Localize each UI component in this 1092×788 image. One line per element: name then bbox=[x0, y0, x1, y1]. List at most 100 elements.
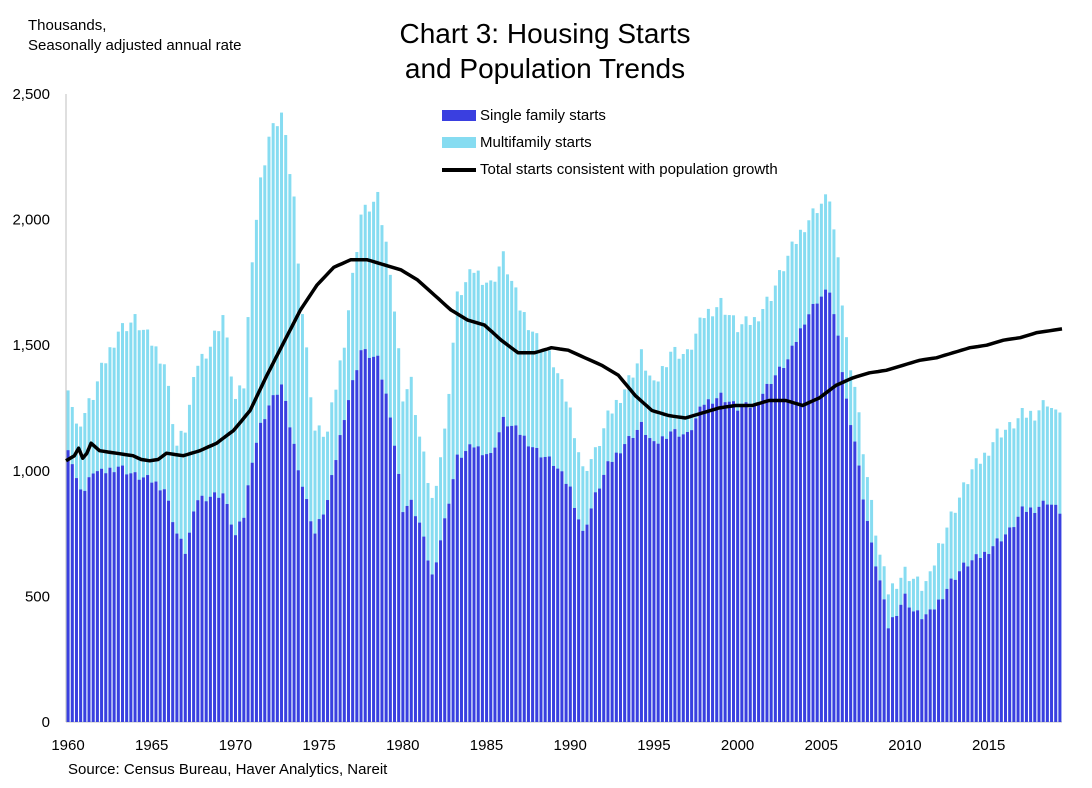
single-family-bar bbox=[129, 473, 133, 722]
single-family-bar bbox=[1008, 527, 1012, 722]
x-tick-label: 1975 bbox=[302, 737, 335, 754]
single-family-bar bbox=[627, 436, 631, 722]
single-family-bar bbox=[970, 560, 974, 722]
single-family-bar bbox=[690, 430, 694, 722]
single-family-bar bbox=[397, 473, 401, 722]
single-family-bar bbox=[100, 468, 104, 722]
single-family-bar bbox=[635, 429, 639, 722]
single-family-bar bbox=[476, 446, 480, 722]
single-family-bar bbox=[815, 303, 819, 722]
single-family-bar bbox=[489, 453, 493, 722]
single-family-bar bbox=[108, 467, 112, 722]
single-family-bar bbox=[790, 345, 794, 722]
single-family-bar bbox=[91, 473, 95, 722]
single-family-bar bbox=[213, 492, 217, 722]
single-family-bar bbox=[535, 447, 539, 722]
x-tick-label: 1965 bbox=[135, 737, 168, 754]
single-family-bar bbox=[1041, 500, 1045, 722]
x-tick-label: 1990 bbox=[553, 737, 586, 754]
single-family-bar bbox=[250, 462, 254, 722]
single-family-bar bbox=[531, 447, 535, 722]
single-family-bar bbox=[857, 465, 861, 722]
single-family-bar bbox=[811, 303, 815, 722]
single-family-bar bbox=[263, 419, 267, 722]
single-family-bar bbox=[585, 524, 589, 722]
single-family-bar bbox=[426, 560, 430, 722]
single-family-bar bbox=[702, 404, 706, 722]
legend-label-line: Total starts consistent with population … bbox=[480, 161, 778, 178]
single-family-bar bbox=[506, 426, 509, 722]
single-family-bar bbox=[309, 521, 313, 722]
single-family-bar bbox=[137, 479, 141, 722]
single-family-bar bbox=[259, 422, 263, 722]
single-family-bar bbox=[761, 393, 765, 722]
single-family-bar bbox=[468, 444, 472, 722]
single-family-bar bbox=[836, 335, 840, 722]
legend-label-multi: Multifamily starts bbox=[480, 134, 592, 151]
single-family-bar bbox=[171, 522, 175, 722]
legend-swatch-line bbox=[442, 167, 476, 172]
single-family-bar bbox=[744, 402, 748, 722]
single-family-bar bbox=[648, 438, 652, 722]
single-family-bar bbox=[221, 493, 225, 722]
single-family-bar bbox=[602, 474, 606, 722]
single-family-bar bbox=[547, 456, 551, 722]
x-tick-label: 2000 bbox=[721, 737, 754, 754]
single-family-bar bbox=[175, 533, 179, 722]
single-family-bar bbox=[560, 471, 564, 722]
single-family-bar bbox=[861, 499, 865, 722]
single-family-bar bbox=[233, 535, 237, 722]
legend-swatch-multi bbox=[442, 137, 476, 148]
single-family-bar bbox=[447, 503, 451, 722]
single-family-bar bbox=[614, 452, 618, 722]
single-family-bar bbox=[326, 500, 330, 722]
single-family-bar bbox=[225, 504, 229, 722]
single-family-bar bbox=[878, 580, 882, 722]
single-family-bar bbox=[669, 431, 673, 722]
single-family-bar bbox=[853, 441, 857, 722]
single-family-bar bbox=[928, 609, 932, 722]
single-family-bar bbox=[359, 350, 363, 722]
single-family-bar bbox=[765, 383, 769, 722]
single-family-bar bbox=[941, 599, 945, 722]
single-family-bar bbox=[393, 445, 397, 722]
single-family-bar bbox=[832, 314, 836, 722]
single-family-bar bbox=[351, 380, 355, 722]
single-family-bar bbox=[104, 473, 108, 722]
single-family-bar bbox=[786, 359, 790, 722]
single-family-bar bbox=[953, 579, 957, 722]
single-family-bar bbox=[1050, 504, 1054, 722]
single-family-bar bbox=[660, 436, 664, 722]
single-family-bar bbox=[987, 554, 991, 722]
single-family-bar bbox=[300, 486, 304, 722]
single-family-bar bbox=[288, 427, 292, 722]
single-family-bar bbox=[706, 399, 710, 722]
single-family-bar bbox=[962, 562, 966, 722]
single-family-bar bbox=[154, 481, 158, 722]
single-family-bar bbox=[731, 401, 735, 722]
single-family-bar bbox=[267, 405, 271, 722]
single-family-bar bbox=[493, 447, 497, 722]
single-family-bar bbox=[74, 478, 78, 722]
single-family-bar bbox=[296, 470, 300, 722]
single-family-bar bbox=[196, 500, 200, 722]
x-tick-label: 2005 bbox=[805, 737, 838, 754]
single-family-bar bbox=[891, 617, 895, 722]
single-family-bar bbox=[472, 447, 476, 722]
single-family-bar bbox=[619, 453, 622, 722]
single-family-bar bbox=[907, 607, 911, 722]
single-family-bar bbox=[1029, 507, 1033, 722]
single-family-bar bbox=[899, 604, 903, 722]
single-family-bar bbox=[284, 400, 288, 722]
single-family-bar bbox=[916, 610, 920, 722]
single-family-bar bbox=[773, 375, 777, 722]
single-family-bar bbox=[204, 501, 208, 722]
single-family-bar bbox=[271, 395, 275, 722]
single-family-bar bbox=[568, 486, 572, 722]
single-family-bar bbox=[275, 394, 279, 722]
single-family-bar bbox=[581, 530, 585, 722]
single-family-bar bbox=[995, 538, 999, 722]
unit-line-2: Seasonally adjusted annual rate bbox=[28, 37, 242, 54]
title-line-1: Chart 3: Housing Starts bbox=[399, 18, 691, 49]
single-family-bar bbox=[895, 615, 899, 722]
